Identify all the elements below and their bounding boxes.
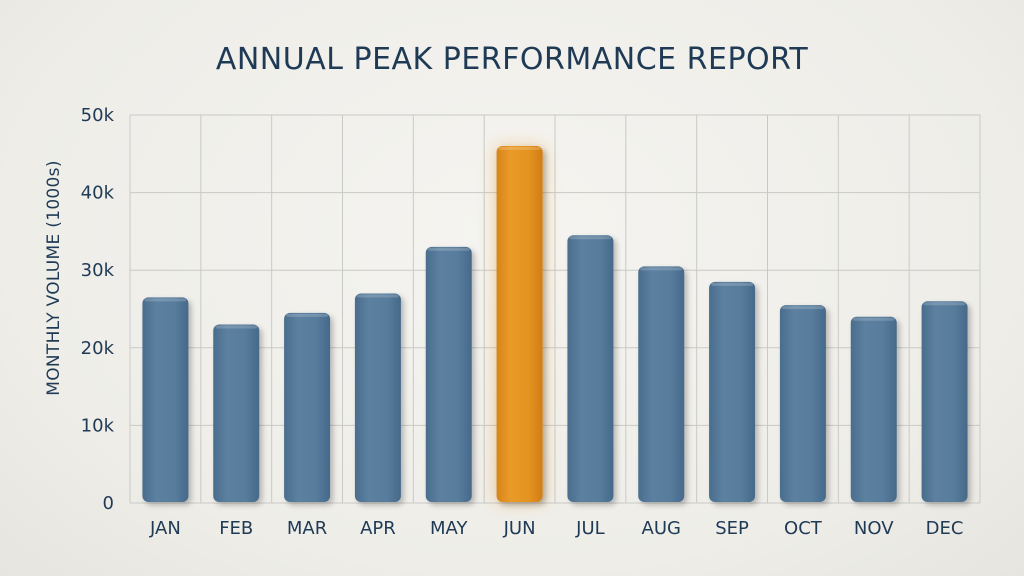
bar-top-rim — [286, 313, 329, 317]
y-axis-ticks: 0 10k 20k 30k 40k 50k — [81, 105, 115, 514]
bar-nov — [850, 316, 897, 502]
x-tick-label: DEC — [926, 518, 964, 539]
x-tick-label: JUN — [503, 518, 536, 539]
bar-dec — [921, 301, 968, 502]
chart-title: ANNUAL PEAK PERFORMANCE REPORT — [215, 42, 809, 77]
bar-sep — [709, 281, 756, 502]
bar-top-rim — [144, 298, 187, 302]
x-tick-label: MAR — [287, 518, 327, 539]
y-tick-label: 50k — [81, 105, 115, 126]
x-tick-label: JAN — [149, 518, 181, 539]
x-tick-label: JUL — [575, 518, 605, 539]
bar-apr — [354, 293, 401, 502]
x-tick-label: AUG — [642, 518, 681, 539]
grid-lines — [129, 114, 981, 504]
bar-jun — [496, 146, 543, 503]
x-tick-label: SEP — [715, 518, 749, 539]
bar-top-rim — [852, 317, 895, 321]
bar-top-rim — [781, 306, 824, 310]
bars — [142, 146, 968, 504]
bar-mar — [284, 312, 331, 502]
x-tick-label: APR — [360, 518, 396, 539]
bar-top-rim — [215, 325, 258, 329]
bar-top-rim — [711, 282, 754, 286]
x-tick-label: MAY — [430, 518, 468, 539]
bar-may — [425, 246, 472, 502]
bar-feb — [213, 324, 260, 502]
bar-top-rim — [923, 302, 966, 306]
y-tick-label: 40k — [81, 183, 115, 204]
y-tick-label: 30k — [81, 260, 115, 281]
y-tick-label: 20k — [81, 338, 115, 359]
bar-top-rim — [569, 236, 612, 240]
x-tick-label: NOV — [854, 518, 894, 539]
y-tick-label: 10k — [81, 415, 115, 436]
bar-top-rim — [640, 267, 683, 271]
x-tick-label: FEB — [219, 518, 253, 539]
bar-jan — [142, 297, 189, 502]
bar-jul — [567, 235, 614, 502]
x-tick-label: OCT — [784, 518, 823, 539]
x-axis-ticks: JAN FEB MAR APR MAY JUN JUL AUG SEP OCT NOV DEC — [149, 518, 963, 539]
bar-top-rim — [427, 247, 470, 251]
bar-oct — [779, 305, 826, 502]
y-tick-label: 0 — [103, 493, 114, 514]
bar-top-rim — [498, 147, 541, 151]
bar-top-rim — [356, 294, 399, 298]
bar-aug — [638, 266, 685, 502]
